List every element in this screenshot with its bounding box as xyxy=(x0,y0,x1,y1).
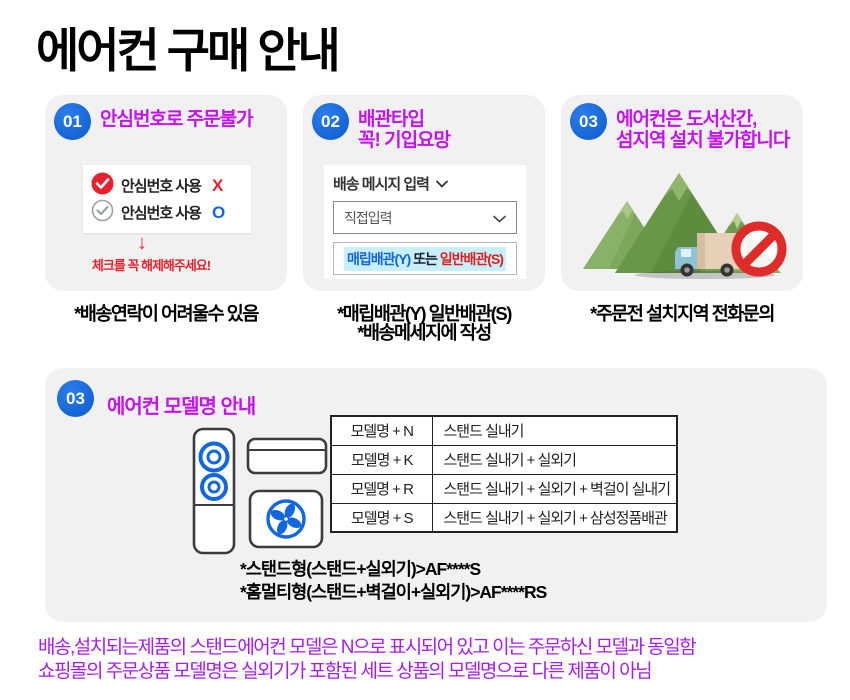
badge-02: 02 xyxy=(312,103,349,140)
checkbox-row-checked[interactable]: 안심번호 사용 X xyxy=(91,172,243,199)
safe-number-panel: 안심번호 사용 X 안심번호 사용 O xyxy=(83,165,251,233)
badge-03: 03 xyxy=(570,103,607,140)
model-code-notes: *스탠드형(스탠드+실외기)>AF****S *홈멀티형(스탠드+벽걸이+실외기… xyxy=(240,559,547,602)
card-pipe-type: 02 배관타입 꼭! 기입요망 배송 메시지 입력 직접입력 매립배관(Y) 또… xyxy=(303,95,545,291)
caption-safe-number: *배송연락이 어려울수 있음 xyxy=(74,303,259,324)
card-title-pipe-type: 배관타입 꼭! 기입요망 xyxy=(358,109,451,151)
card-captions-row: *배송연락이 어려울수 있음 *매립배관(Y) 일반배관(S) *배송메세지에 … xyxy=(45,303,850,343)
fan-icon xyxy=(266,499,306,539)
table-row: 모델명 + K 스탠드 실내기 + 실외기 xyxy=(330,444,678,475)
check-circle-filled-icon xyxy=(91,172,114,200)
card-title-remote-area: 에어컨은 도서산간, 섬지역 설치 불가합니다 xyxy=(616,109,790,151)
pipe-type-highlight: 매립배관(Y) 또는 일반배관(S) xyxy=(344,246,506,271)
caption-pipe-type: *매립배관(Y) 일반배관(S) *배송메세지에 작성 xyxy=(337,303,512,343)
delivery-message-panel: 배송 메시지 입력 직접입력 매립배관(Y) 또는 일반배관(S) xyxy=(324,165,526,279)
check-circle-outline-icon xyxy=(91,199,114,227)
mountains-no-delivery-icon xyxy=(583,173,787,279)
table-row: 모델명 + R 스탠드 실내기 + 실외기 + 벽걸이 실내기 xyxy=(330,473,678,504)
message-text-input[interactable]: 매립배관(Y) 또는 일반배관(S) xyxy=(333,242,517,275)
badge-01: 01 xyxy=(54,103,91,140)
mountain-truck-illustration xyxy=(575,161,789,288)
card-remote-area: 03 에어컨은 도서산간, 섬지역 설치 불가합니다 xyxy=(561,95,803,291)
ac-units-illustration xyxy=(180,423,332,564)
o-mark: O xyxy=(211,202,226,222)
chevron-down-icon xyxy=(493,210,506,226)
card-title-safe-number: 안심번호로 주문불가 xyxy=(100,109,254,130)
checkbox-label: 안심번호 사용 xyxy=(121,205,202,222)
badge-model-section: 03 xyxy=(57,380,94,417)
x-mark: X xyxy=(211,175,224,195)
chevron-down-icon xyxy=(436,175,448,192)
table-row: 모델명 + N 스탠드 실내기 xyxy=(330,415,678,446)
model-name-table: 모델명 + N 스탠드 실내기 모델명 + K 스탠드 실내기 + 실외기 모델… xyxy=(330,415,678,533)
checkbox-label: 안심번호 사용 xyxy=(121,178,202,195)
model-section-title: 에어컨 모델명 안내 xyxy=(107,396,256,418)
message-type-dropdown[interactable]: 직접입력 xyxy=(333,201,517,234)
uncheck-warning-text: 체크를 꼭 해제해주세요! xyxy=(91,258,211,273)
model-name-section: 03 에어컨 모델명 안내 xyxy=(45,368,827,622)
footer-notes: 배송,설치되는제품의 스탠드에어컨 모델은 N으로 표시되어 있고 이는 주문하… xyxy=(38,637,697,683)
info-cards-row: 01 안심번호로 주문불가 안심번호 사용 X 안심번호 사용 O ↓ 체크를 … xyxy=(45,95,850,291)
table-row: 모델명 + S 스탠드 실내기 + 실외기 + 삼성정품배관 xyxy=(330,502,678,533)
down-arrow-icon: ↓ xyxy=(137,232,147,254)
page-title: 에어컨 구매 안내 xyxy=(36,24,341,77)
caption-remote-area: *주문전 설치지역 전화문의 xyxy=(590,303,775,324)
checkbox-row-unchecked[interactable]: 안심번호 사용 O xyxy=(91,199,243,226)
air-conditioner-units-icon xyxy=(192,427,328,555)
delivery-message-toggle[interactable]: 배송 메시지 입력 xyxy=(333,173,517,194)
card-safe-number: 01 안심번호로 주문불가 안심번호 사용 X 안심번호 사용 O ↓ 체크를 … xyxy=(45,95,287,291)
